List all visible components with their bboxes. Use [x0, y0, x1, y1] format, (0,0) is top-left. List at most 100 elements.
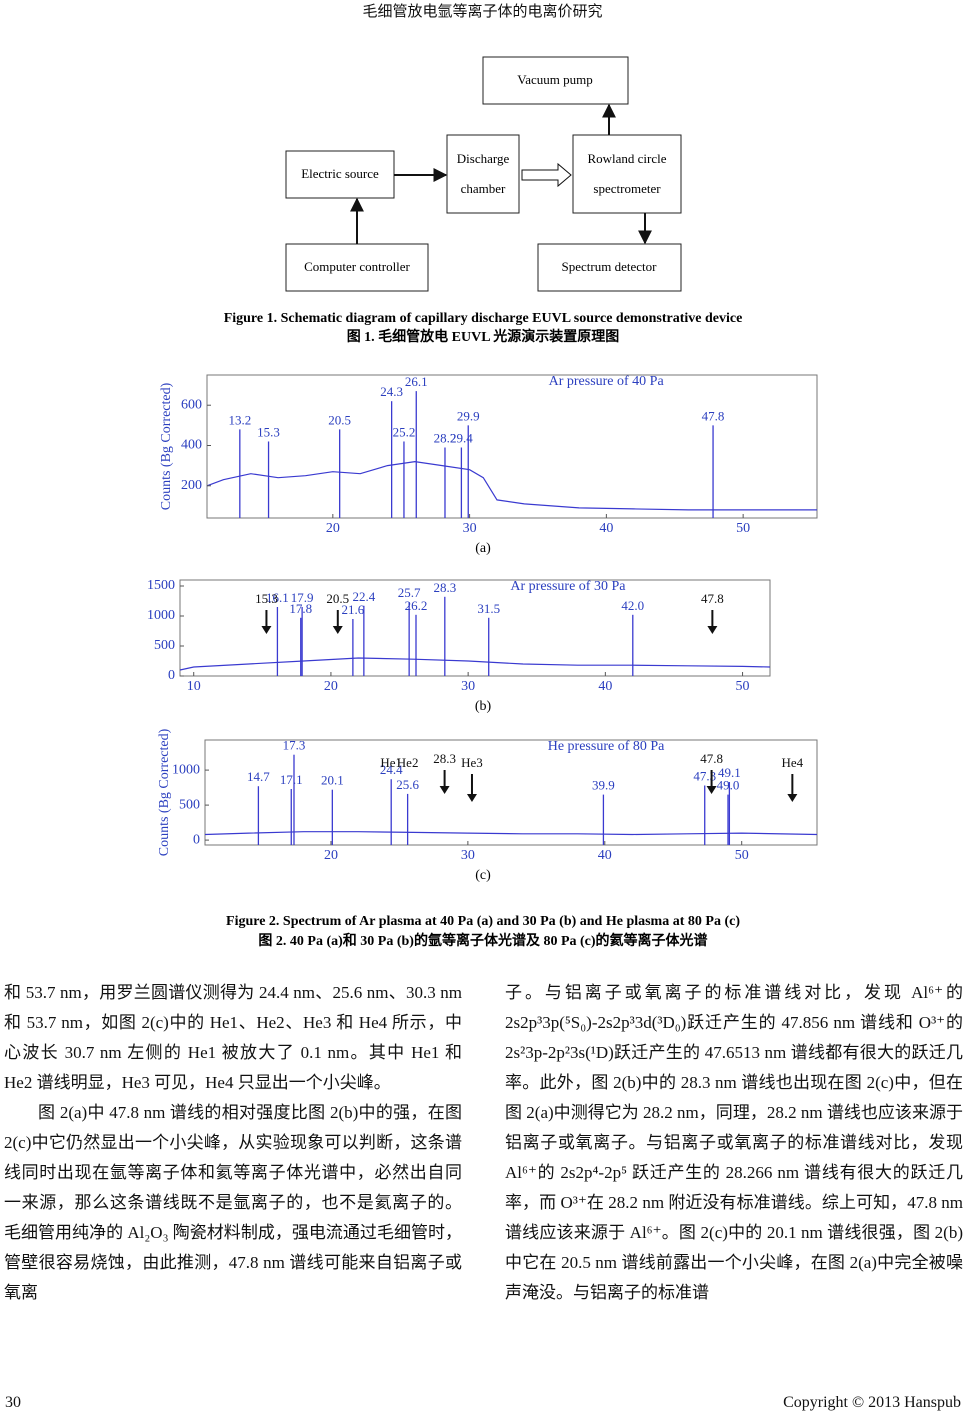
line-marker-label: He2 [397, 755, 419, 770]
y-tick-label: 1500 [147, 578, 175, 593]
x-tick-label: 20 [326, 521, 340, 536]
node-box [285, 243, 429, 292]
peak-label: 24.4 [380, 762, 403, 777]
line-marker-label: He3 [461, 755, 483, 770]
peak-label: 39.9 [592, 778, 615, 793]
y-tick-label: 0 [193, 832, 200, 847]
x-tick-label: 40 [598, 679, 612, 694]
peak-label: 17.3 [283, 738, 306, 753]
y-tick-label: 200 [181, 478, 202, 493]
arrow-head [332, 626, 343, 634]
figure-caption: 图 2. 40 Pa (a)和 30 Pa (b)的氩等离子体光谱及 80 Pa… [258, 932, 707, 949]
plot-frame [179, 579, 771, 677]
arrow-head [466, 794, 477, 802]
paragraph: 子。与铝离子或氧离子的标准谱线对比，发现 Al⁶⁺的 2s2p³3p(⁵S₀)-… [505, 983, 963, 1302]
x-tick-label: 20 [324, 679, 338, 694]
paragraph: 和 53.7 nm，用罗兰圆谱仪测得为 24.4 nm、25.6 nm、30.3… [4, 983, 462, 1092]
node-label: Computer controller [304, 259, 410, 274]
peak-label: 16.1 [266, 590, 289, 605]
peak-label: 22.4 [352, 589, 375, 604]
title-bg [543, 741, 816, 755]
node-label: Discharge [457, 151, 510, 166]
spectrum-trace [204, 831, 818, 836]
peak-label: 49.0 [717, 778, 740, 793]
node-label: spectrometer [593, 181, 661, 196]
y-tick-label: 0 [168, 668, 175, 683]
plot-frame [206, 374, 818, 519]
peak-label: 20.1 [321, 773, 344, 788]
spectrum-trace [179, 657, 771, 671]
arrow-head [261, 626, 272, 634]
x-tick-label: 40 [598, 848, 612, 863]
title-bg [544, 376, 816, 390]
chart-title: Ar pressure of 40 Pa [549, 374, 665, 389]
peak-label: 28.2 [434, 430, 457, 445]
y-tick-label: 1000 [147, 608, 175, 623]
arrow-label: 47.8 [700, 751, 723, 766]
y-tick-label: 400 [181, 438, 202, 453]
panel-label: (c) [475, 868, 491, 883]
y-axis-label: Counts (Bg Corrected) [157, 728, 172, 856]
arrow-head [787, 794, 798, 802]
figure-caption: 图 1. 毛细管放电 EUVL 光源演示装置原理图 [347, 328, 620, 345]
x-tick-label: 50 [736, 521, 750, 536]
arrow-head [707, 626, 718, 634]
x-tick-label: 20 [324, 848, 338, 863]
figure-caption: Figure 1. Schematic diagram of capillary… [224, 311, 743, 326]
node-box [446, 134, 520, 214]
node-label: chamber [461, 181, 506, 196]
paragraph: 图 2(a)中 47.8 nm 谱线的相对强度比图 2(b)中的强，在图 2(c… [4, 1103, 462, 1302]
node-label: Electric source [301, 166, 379, 181]
peak-label: 42.0 [621, 598, 644, 613]
arrow-label: 47.8 [701, 591, 724, 606]
node-label: Spectrum detector [562, 259, 658, 274]
y-axis-label: Counts (Bg Corrected) [159, 382, 174, 510]
node-box [572, 134, 682, 214]
peak-label: 20.5 [328, 412, 351, 427]
spectrum-trace [206, 460, 817, 511]
peak-label: 21.6 [342, 602, 365, 617]
peak-label: 15.3 [257, 424, 280, 439]
peak-label: 47.3 [693, 768, 716, 783]
figure-caption: Figure 2. Spectrum of Ar plasma at 40 Pa… [226, 914, 740, 929]
y-tick-label: 600 [181, 397, 202, 412]
y-tick-label: 500 [154, 638, 175, 653]
x-tick-label: 30 [461, 679, 475, 694]
peak-label: 25.2 [393, 424, 416, 439]
peak-label: 25.7 [398, 585, 421, 600]
x-tick-label: 30 [461, 848, 475, 863]
peak-label: 26.2 [405, 598, 428, 613]
chart-title: Ar pressure of 30 Pa [510, 579, 626, 594]
chart-title: He pressure of 80 Pa [548, 739, 665, 754]
node-box [537, 243, 682, 292]
peak-label: 31.5 [477, 601, 500, 616]
x-tick-label: 30 [463, 521, 477, 536]
text-column: 和 53.7 nm，用罗兰圆谱仪测得为 24.4 nm、25.6 nm、30.3… [4, 978, 462, 1308]
peak-label: 13.2 [228, 412, 251, 427]
copyright: Copyright © 2013 Hanspub [783, 1394, 961, 1411]
line-marker-label: He1 [380, 755, 402, 770]
peak-label: 49.1 [718, 765, 741, 780]
title-bg [506, 581, 769, 595]
arrow-label: 28.3 [433, 751, 456, 766]
running-header: 毛细管放电氩等离子体的电离价研究 [362, 4, 603, 20]
peak-label: 26.1 [405, 374, 428, 389]
node-label: Vacuum pump [517, 72, 592, 87]
peak-label: 17.8 [289, 601, 312, 616]
x-tick-label: 40 [599, 521, 613, 536]
arrow-head [706, 786, 717, 794]
page-number: 30 [5, 1394, 21, 1411]
peak-label: 17.1 [280, 772, 303, 787]
line-marker-label: He4 [782, 755, 804, 770]
text-column: 子。与铝离子或氧离子的标准谱线对比，发现 Al⁶⁺的 2s2p³3p(⁵S₀)-… [505, 978, 963, 1308]
peak-label: 14.7 [247, 769, 270, 784]
peak-label: 24.3 [380, 384, 403, 399]
peak-label: 47.8 [702, 408, 725, 423]
hollow-arrow [521, 162, 572, 188]
x-tick-label: 10 [187, 679, 201, 694]
peak-label: 29.4 [450, 430, 473, 445]
y-tick-label: 500 [179, 797, 200, 812]
peak-label: 17.9 [291, 590, 314, 605]
node-label: Rowland circle [587, 151, 666, 166]
